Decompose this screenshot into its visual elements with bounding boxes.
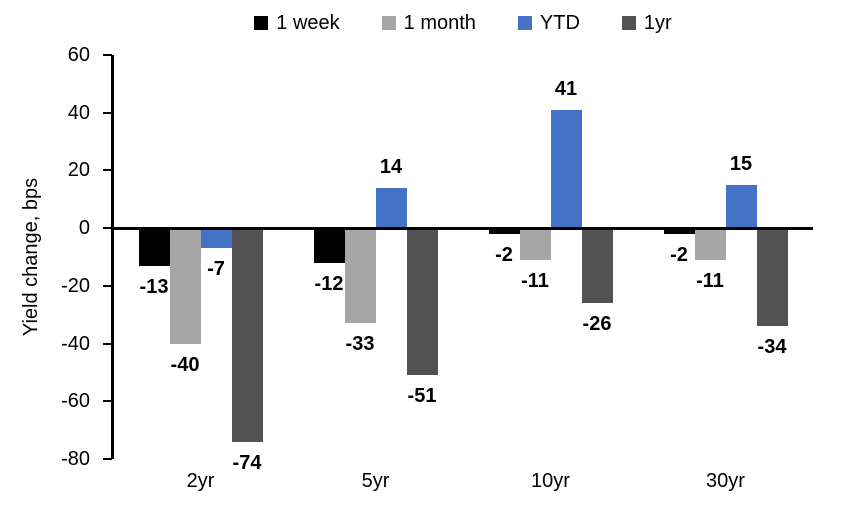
bar-value-label: -34 [757, 336, 787, 359]
bar-5yr-YTD [375, 187, 407, 229]
y-tick-label: -20 [61, 274, 90, 297]
y-tick-label: 40 [67, 101, 90, 124]
legend-swatch-icon [621, 16, 636, 30]
bar-value-label: -11 [696, 269, 724, 292]
legend-item-label: 1yr [643, 11, 672, 34]
x-axis-zero-line [113, 226, 813, 230]
legend-item-label: YTD [539, 11, 580, 34]
bar-value-label: -2 [670, 243, 688, 266]
y-tick-mark [103, 400, 112, 403]
bar-value-label: -13 [139, 275, 169, 298]
legend-item-1yr: 1yr [621, 11, 672, 35]
legend-item-1-week: 1 week [254, 11, 340, 35]
bar-30yr-1yr [756, 228, 788, 327]
y-tick-label: 60 [67, 44, 90, 66]
bar-2yr-1-week [138, 228, 170, 266]
bar-10yr-1-month [519, 228, 551, 260]
y-tick-mark [103, 169, 112, 172]
bar-30yr-1-month [694, 228, 726, 260]
bar-5yr-1yr [406, 228, 438, 376]
bar-value-label: -74 [232, 451, 262, 474]
y-tick-mark [103, 458, 112, 460]
y-axis-line [111, 55, 114, 459]
bar-value-label: 15 [729, 152, 753, 175]
bar-value-label: -11 [521, 269, 549, 292]
y-tick-label: -60 [61, 390, 90, 413]
bar-10yr-1yr [581, 228, 613, 304]
legend-item-1-month: 1 month [381, 11, 476, 35]
bar-value-label: -40 [170, 353, 200, 376]
bar-2yr-1-month [169, 228, 201, 344]
bar-value-label: 41 [554, 77, 578, 100]
bar-value-label: -51 [407, 385, 437, 408]
x-category-label: 30yr [706, 470, 745, 492]
bar-value-label: -26 [582, 313, 612, 336]
y-tick-mark [103, 342, 112, 345]
x-category-label: 2yr [186, 470, 215, 492]
x-category-label: 5yr [361, 470, 390, 492]
y-tick-label: 0 [78, 217, 90, 240]
y-tick-label: -40 [61, 332, 90, 355]
y-tick-label: 20 [67, 159, 90, 182]
bar-10yr-YTD [550, 109, 582, 229]
bar-30yr-YTD [725, 184, 757, 229]
legend-item-label: 1 month [403, 11, 476, 34]
bar-5yr-1-month [344, 228, 376, 324]
legend-item-label: 1 week [276, 11, 340, 34]
y-tick-mark [103, 111, 112, 114]
y-tick-mark [103, 284, 112, 287]
bar-30yr-1-week [663, 228, 695, 234]
y-tick-mark [103, 227, 112, 230]
y-tick-label: -80 [61, 448, 90, 470]
bar-value-label: -7 [207, 258, 225, 281]
legend-swatch-icon [381, 16, 396, 30]
legend-item-YTD: YTD [517, 11, 580, 35]
bar-10yr-1-week [488, 228, 520, 234]
x-category-label: 10yr [531, 470, 570, 492]
legend-swatch-icon [517, 16, 532, 30]
y-tick-mark [103, 54, 112, 56]
bar-value-label: -12 [314, 272, 344, 295]
bar-value-label: 14 [379, 155, 403, 178]
bar-value-label: -2 [495, 243, 513, 266]
legend-swatch-icon [254, 16, 269, 30]
bar-value-label: -33 [345, 333, 375, 356]
legend: 1 week 1 month YTD 1yr [113, 8, 813, 38]
bar-5yr-1-week [313, 228, 345, 263]
bar-2yr-YTD [200, 228, 232, 249]
bar-2yr-1yr [231, 228, 263, 442]
